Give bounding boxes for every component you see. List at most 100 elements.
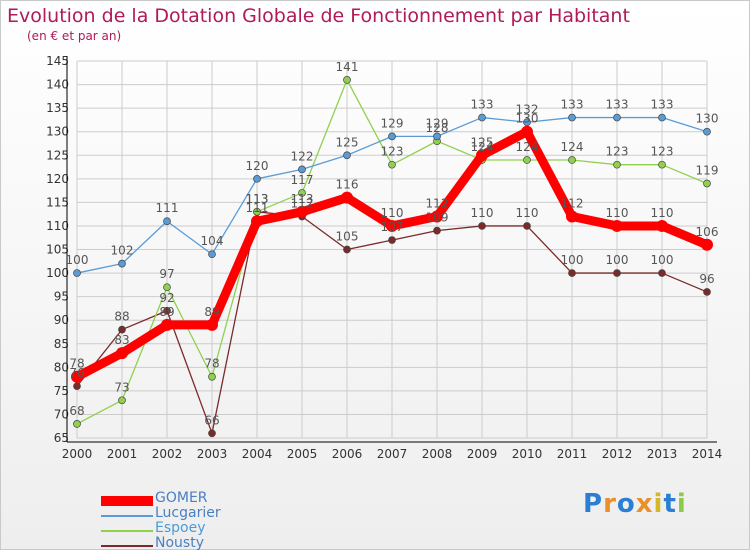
data-point-espoey: [388, 160, 396, 169]
y-tick-label: 140: [46, 78, 69, 92]
data-label-gomer: 110: [606, 206, 629, 220]
x-tick-label: 2009: [467, 447, 498, 461]
legend-label: Espoey: [155, 520, 206, 536]
y-tick-label: 75: [54, 384, 69, 398]
data-point-espoey: [523, 156, 531, 164]
data-point-nousty: [523, 222, 531, 230]
data-point-espoey: [208, 372, 216, 381]
data-label-gomer: 78: [69, 357, 84, 371]
data-label-nousty: 110: [471, 206, 494, 220]
data-point-nousty: [343, 245, 351, 254]
data-point-lucgarier: [253, 174, 261, 183]
data-label-lucgarier: 125: [336, 135, 359, 149]
data-point-gomer: [161, 318, 173, 331]
data-point-lucgarier: [118, 259, 126, 268]
data-label-nousty: 100: [651, 253, 674, 267]
data-label-lucgarier: 133: [561, 98, 584, 112]
data-label-lucgarier: 102: [111, 244, 134, 258]
x-tick-label: 2004: [242, 447, 273, 461]
y-tick-label: 105: [46, 243, 69, 257]
data-point-gomer: [386, 219, 398, 232]
data-label-nousty: 96: [699, 272, 714, 286]
logo-letter: i: [653, 489, 664, 519]
data-label-gomer: 112: [426, 197, 449, 211]
data-point-nousty: [73, 382, 81, 391]
data-label-espoey: 119: [696, 164, 719, 178]
data-label-espoey: 123: [381, 145, 404, 159]
data-point-lucgarier: [73, 269, 81, 277]
data-label-espoey: 128: [426, 121, 449, 135]
x-tick-label: 2001: [107, 447, 138, 461]
data-label-lucgarier: 100: [66, 253, 89, 267]
data-point-lucgarier: [703, 127, 711, 136]
x-tick-label: 2005: [287, 447, 318, 461]
legend-swatch: [101, 545, 153, 547]
data-point-espoey: [568, 156, 576, 164]
data-point-espoey: [658, 160, 666, 169]
data-label-gomer: 83: [114, 333, 129, 347]
data-label-nousty: 113: [246, 192, 269, 206]
data-label-nousty: 92: [159, 291, 174, 305]
data-point-espoey: [73, 420, 81, 428]
data-label-gomer: 89: [159, 305, 174, 319]
data-label-espoey: 97: [159, 267, 174, 281]
data-label-lucgarier: 111: [156, 201, 179, 215]
y-tick-label: 145: [46, 54, 69, 68]
data-point-lucgarier: [343, 151, 351, 160]
x-tick-label: 2006: [332, 447, 363, 461]
data-point-gomer: [206, 318, 218, 331]
chart-subtitle: (en € et par an): [27, 29, 122, 43]
legend-swatch: [101, 496, 153, 506]
legend-swatch: [101, 530, 153, 532]
x-tick-label: 2003: [197, 447, 228, 461]
data-label-espoey: 124: [516, 140, 539, 154]
x-tick-label: 2007: [377, 447, 408, 461]
data-point-gomer: [341, 191, 353, 204]
data-label-lucgarier: 130: [696, 112, 719, 126]
data-point-lucgarier: [208, 250, 216, 259]
data-point-lucgarier: [433, 132, 441, 141]
data-point-gomer: [611, 219, 623, 232]
data-point-nousty: [433, 226, 441, 235]
data-label-espoey: 68: [69, 404, 84, 418]
data-label-lucgarier: 129: [426, 116, 449, 130]
y-tick-label: 115: [46, 195, 69, 209]
y-tick-label: 125: [46, 148, 69, 162]
data-label-nousty: 88: [114, 310, 129, 324]
data-label-gomer: 111: [246, 201, 269, 215]
y-tick-label: 110: [46, 219, 69, 233]
data-point-nousty: [478, 222, 486, 230]
data-point-gomer: [701, 238, 713, 251]
data-point-gomer: [116, 347, 128, 360]
data-point-espoey: [703, 179, 711, 188]
logo-letter: t: [663, 489, 677, 519]
data-point-lucgarier: [163, 217, 171, 226]
data-point-gomer: [296, 205, 308, 218]
data-point-nousty: [163, 306, 171, 315]
data-label-nousty: 66: [204, 413, 219, 427]
data-point-espoey: [163, 283, 171, 292]
y-tick-label: 80: [54, 360, 69, 374]
x-tick-label: 2008: [422, 447, 453, 461]
logo-letter: r: [603, 489, 617, 519]
data-point-gomer: [251, 215, 263, 228]
x-tick-label: 2012: [602, 447, 633, 461]
data-point-gomer: [476, 149, 488, 162]
data-label-gomer: 106: [696, 225, 719, 239]
data-label-espoey: 124: [471, 140, 494, 154]
data-label-lucgarier: 133: [471, 98, 494, 112]
y-tick-label: 95: [54, 290, 69, 304]
logo-letter: P: [583, 489, 604, 519]
data-point-espoey: [118, 396, 126, 405]
data-point-gomer: [431, 210, 443, 223]
data-point-espoey: [343, 75, 351, 84]
data-point-espoey: [613, 160, 621, 169]
data-label-nousty: 76: [69, 366, 84, 380]
data-label-nousty: 100: [561, 253, 584, 267]
y-tick-label: 120: [46, 172, 69, 186]
x-tick-label: 2011: [557, 447, 588, 461]
data-label-nousty: 100: [606, 253, 629, 267]
data-label-espoey: 123: [651, 145, 674, 159]
data-point-nousty: [613, 269, 621, 277]
